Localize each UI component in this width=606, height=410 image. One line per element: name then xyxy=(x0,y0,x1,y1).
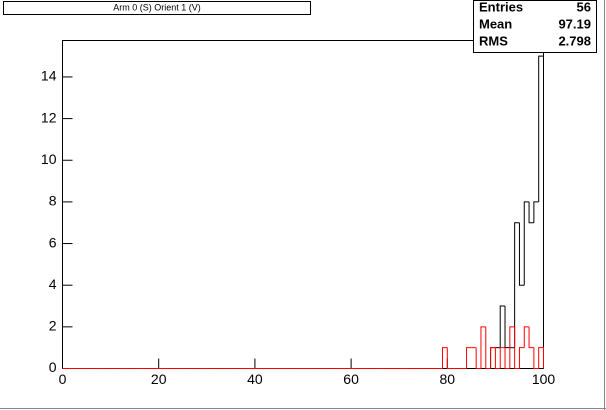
y-tick-label: 2 xyxy=(49,318,57,334)
stats-label: Entries xyxy=(479,0,523,14)
histogram-bin xyxy=(499,347,506,369)
stats-frame xyxy=(473,0,597,53)
chart-title: Arm 0 (S) Orient 1 (V) xyxy=(113,2,201,12)
histogram-bin xyxy=(509,326,515,369)
histogram-bin xyxy=(538,55,544,369)
histogram-bin xyxy=(528,326,534,349)
histogram-bin xyxy=(499,305,506,348)
plot-frame xyxy=(62,40,544,369)
histogram-bin xyxy=(523,201,530,286)
histogram-bin xyxy=(490,347,496,369)
histogram-bin xyxy=(446,347,453,369)
histogram-bin xyxy=(523,326,530,348)
histogram-bin xyxy=(475,347,481,369)
histogram-bin xyxy=(494,347,501,369)
x-tick-label: 20 xyxy=(151,371,167,387)
histogram-bin xyxy=(518,222,525,286)
y-tick-label: 10 xyxy=(41,151,57,167)
histogram-bin xyxy=(480,326,486,369)
y-tick-label: 12 xyxy=(41,109,57,125)
y-tick-label: 0 xyxy=(49,359,57,375)
histogram-bin xyxy=(485,326,491,369)
y-tick-label: 4 xyxy=(49,276,57,292)
x-tick-label: 0 xyxy=(59,371,67,387)
histogram-series xyxy=(62,326,544,369)
stats-label: Mean xyxy=(479,16,512,31)
histogram-bin xyxy=(514,222,520,348)
histogram-bin xyxy=(528,201,534,224)
x-tick-label: 80 xyxy=(440,371,456,387)
stats-value: 2.798 xyxy=(558,33,591,48)
y-tick-label: 6 xyxy=(49,234,57,250)
histogram-bin xyxy=(533,347,539,369)
y-tick-label: 14 xyxy=(41,68,57,84)
x-tick-label: 60 xyxy=(343,371,359,387)
histogram-bin xyxy=(514,326,520,369)
y-tick-label: 8 xyxy=(49,193,57,209)
stats-value: 97.19 xyxy=(558,16,591,31)
histogram-bin xyxy=(538,347,544,369)
histogram-bin xyxy=(533,201,539,223)
histogram-bin xyxy=(441,347,448,369)
histogram-bin xyxy=(518,347,525,369)
title-box xyxy=(3,1,311,15)
stats-value: 56 xyxy=(577,0,591,14)
x-tick-label: 100 xyxy=(532,371,556,387)
histogram-bin xyxy=(504,347,510,369)
stats-label: RMS xyxy=(479,33,508,48)
x-tick-label: 40 xyxy=(247,371,263,387)
histogram-bin xyxy=(466,347,472,369)
stats-box: Entries 56 Mean 97.19 RMS 2.798 xyxy=(473,0,597,53)
